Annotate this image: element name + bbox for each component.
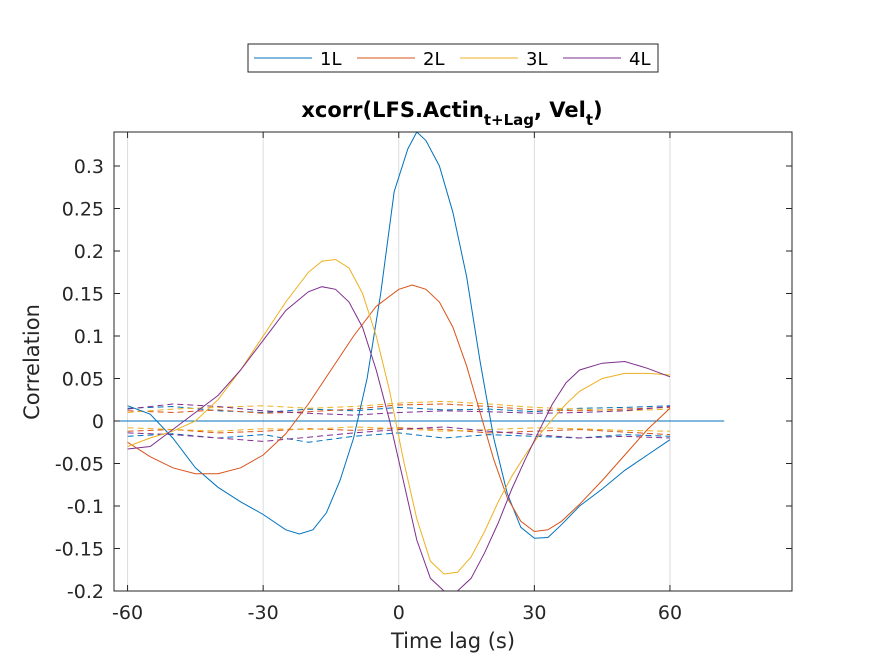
confidence-bound-line bbox=[127, 405, 671, 414]
confidence-bound-line bbox=[127, 403, 671, 416]
y-tick-label: 0.05 bbox=[62, 369, 104, 391]
y-tick-label: -0.15 bbox=[55, 539, 104, 561]
x-tick-label: -60 bbox=[112, 602, 143, 624]
confidence-bound-line bbox=[127, 426, 671, 442]
series-line-1l bbox=[127, 132, 671, 539]
confidence-bounds bbox=[127, 400, 671, 443]
legend-label: 4L bbox=[629, 49, 650, 70]
legend: 1L 2L 3L 4L bbox=[247, 43, 659, 73]
x-axis-label: Time lag (s) bbox=[390, 629, 515, 653]
y-tick-label: 0.2 bbox=[74, 241, 104, 263]
series-line-4l bbox=[127, 286, 671, 591]
series-line-3l bbox=[127, 258, 671, 575]
y-tick-label: 0.25 bbox=[62, 199, 104, 221]
confidence-bound-line bbox=[127, 426, 671, 432]
y-tick-label: 0.1 bbox=[74, 326, 104, 348]
plot-area bbox=[114, 132, 792, 591]
y-axis-ticks: -0.2 -0.15 -0.1 -0.05 0 0.05 0.1 0.15 0.2 0.25 0.3 bbox=[55, 156, 792, 603]
x-axis-ticks: -60 -30 0 30 60 bbox=[112, 132, 682, 624]
y-tick-label: 0.15 bbox=[62, 284, 104, 306]
y-tick-label: -0.05 bbox=[55, 454, 104, 476]
x-tick-label: 60 bbox=[658, 602, 682, 624]
y-axis-label: Correlation bbox=[20, 304, 44, 420]
y-tick-label: 0.3 bbox=[74, 156, 104, 178]
x-grid bbox=[127, 132, 671, 591]
confidence-bound-line bbox=[127, 427, 671, 436]
legend-entries: 1L 2L 3L 4L bbox=[254, 49, 650, 70]
chart-title: xcorr(LFS.Actint+Lag, Velt) bbox=[301, 98, 602, 129]
y-tick-label: -0.1 bbox=[67, 496, 104, 518]
confidence-bound-line bbox=[127, 403, 671, 414]
legend-label: 3L bbox=[526, 49, 547, 70]
x-tick-label: 30 bbox=[522, 602, 546, 624]
series-line-2l bbox=[127, 284, 671, 533]
y-tick-label: 0 bbox=[92, 411, 104, 433]
confidence-bound-line bbox=[127, 400, 671, 413]
legend-label: 2L bbox=[423, 49, 444, 70]
legend-label: 1L bbox=[320, 49, 341, 70]
y-tick-label: -0.2 bbox=[67, 581, 104, 603]
series-lines bbox=[127, 132, 671, 591]
x-tick-label: 0 bbox=[393, 602, 405, 624]
plot-frame bbox=[113, 131, 793, 592]
x-tick-label: -30 bbox=[248, 602, 279, 624]
